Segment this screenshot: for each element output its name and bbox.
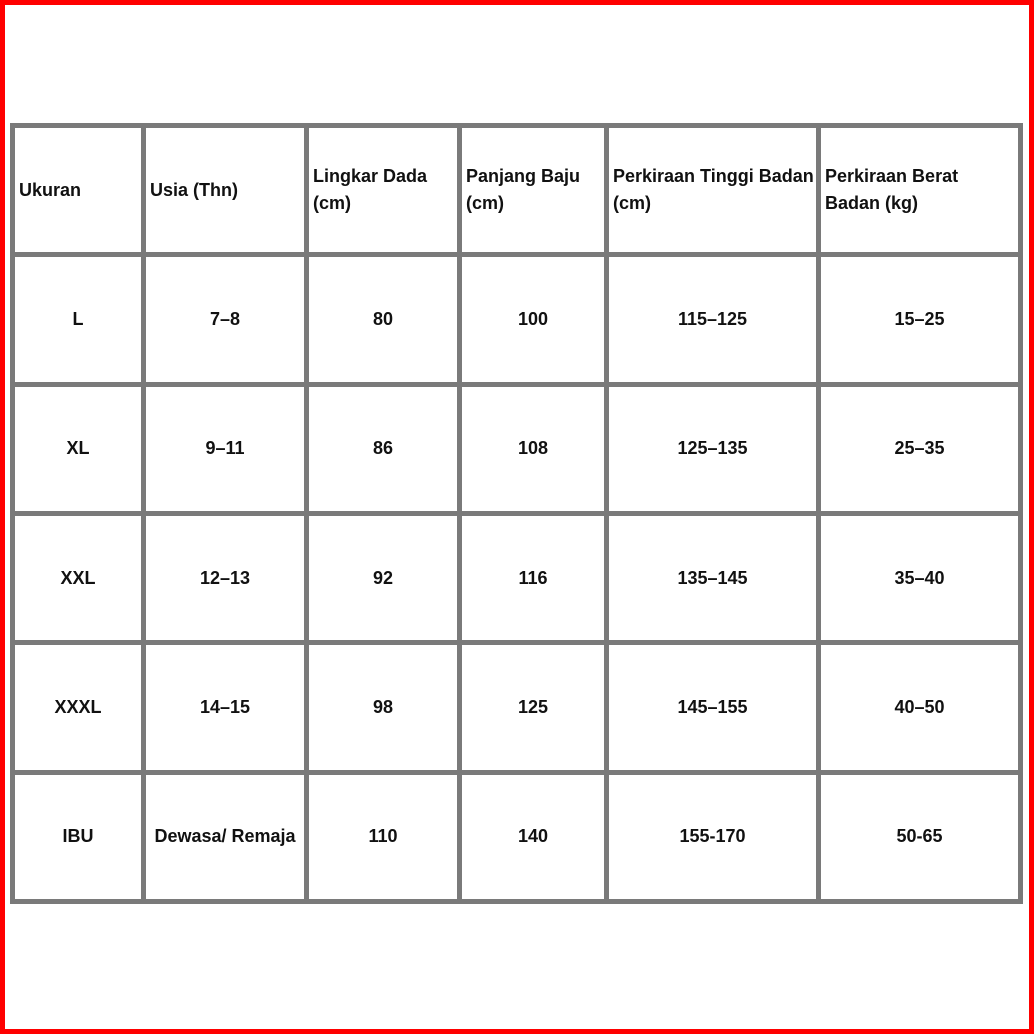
size-chart-table: Ukuran Usia (Thn) Lingkar Dada (cm) Panjang… xyxy=(10,123,1023,904)
size-label-cell: IBU xyxy=(15,774,141,899)
table-cell: 135–145 xyxy=(609,516,816,641)
table-cell: 50-65 xyxy=(821,774,1018,899)
table-cell: 100 xyxy=(462,257,604,382)
table-cell: 140 xyxy=(462,774,604,899)
column-header: Perkiraan Berat Badan (kg) xyxy=(821,128,1018,253)
table-cell: Dewasa/ Remaja xyxy=(146,774,304,899)
size-label-cell: XXL xyxy=(15,516,141,641)
table-cell: 115–125 xyxy=(609,257,816,382)
table-cell: 86 xyxy=(309,386,457,511)
column-header: Usia (Thn) xyxy=(146,128,304,253)
table-cell: 80 xyxy=(309,257,457,382)
table-cell: 40–50 xyxy=(821,645,1018,770)
table-cell: 15–25 xyxy=(821,257,1018,382)
size-label-cell: XL xyxy=(15,386,141,511)
table-cell: 98 xyxy=(309,645,457,770)
table-cell: 12–13 xyxy=(146,516,304,641)
table-cell: 9–11 xyxy=(146,386,304,511)
table-cell: 35–40 xyxy=(821,516,1018,641)
table-cell: 108 xyxy=(462,386,604,511)
size-label-cell: L xyxy=(15,257,141,382)
column-header: Panjang Baju (cm) xyxy=(462,128,604,253)
table-cell: 14–15 xyxy=(146,645,304,770)
table-cell: 125 xyxy=(462,645,604,770)
size-label-cell: XXXL xyxy=(15,645,141,770)
table-cell: 7–8 xyxy=(146,257,304,382)
table-cell: 125–135 xyxy=(609,386,816,511)
table-cell: 25–35 xyxy=(821,386,1018,511)
table-cell: 116 xyxy=(462,516,604,641)
column-header: Perkiraan Tinggi Badan (cm) xyxy=(609,128,816,253)
column-header: Lingkar Dada (cm) xyxy=(309,128,457,253)
table-cell: 92 xyxy=(309,516,457,641)
table-cell: 155-170 xyxy=(609,774,816,899)
table-cell: 110 xyxy=(309,774,457,899)
column-header: Ukuran xyxy=(15,128,141,253)
table-cell: 145–155 xyxy=(609,645,816,770)
